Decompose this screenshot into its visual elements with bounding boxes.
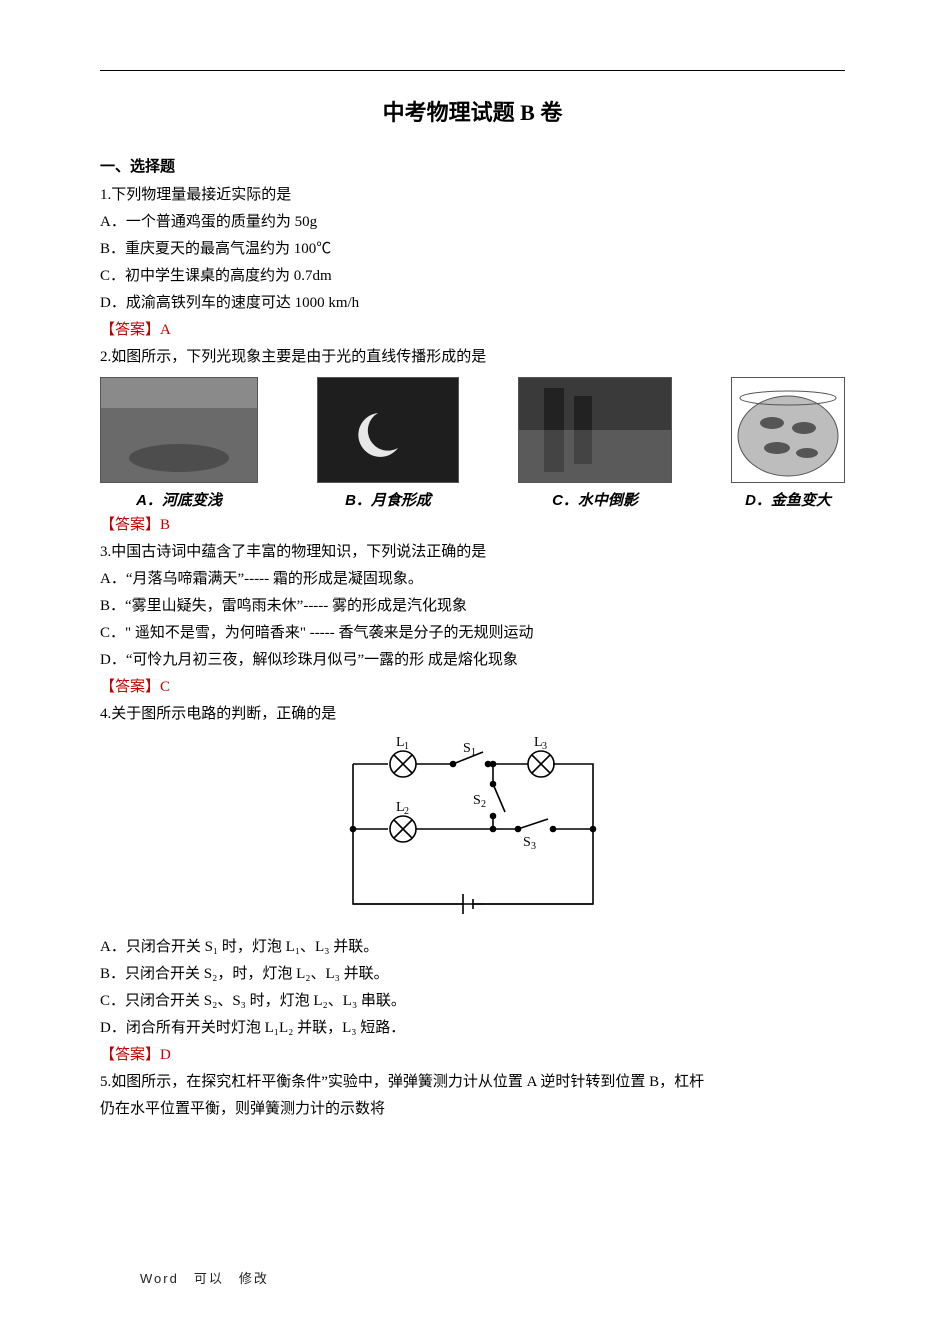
circuit-label-s1: S	[463, 741, 471, 756]
q2-stem: 2.如图所示，下列光现象主要是由于光的直线传播形成的是	[100, 344, 845, 371]
q4-option-d: D．闭合所有开关时灯泡 L₁L₂ 并联，L₃ 短路．	[100, 1015, 845, 1042]
svg-text:3: 3	[531, 841, 536, 852]
circuit-label-s2: S	[473, 793, 481, 808]
q2-image-row: A．河底变浅 B．月食形成 C．水中倒影	[100, 377, 845, 510]
q2-answer-label: 【答案】	[100, 517, 160, 533]
circuit-label-s3: S	[523, 835, 531, 850]
q1-option-b: B．重庆夏天的最高气温约为 100℃	[100, 236, 845, 263]
q3-option-a: A．“月落乌啼霜满天”----- 霜的形成是凝固现象。	[100, 566, 845, 593]
q4-option-b: B．只闭合开关 S₂，时，灯泡 L₂、L₃ 并联。	[100, 961, 845, 988]
q3-answer-label: 【答案】	[100, 679, 160, 695]
q2-option-c-cell: C．水中倒影	[518, 377, 672, 510]
q2-caption-d: D．金鱼变大	[745, 489, 831, 510]
q1-option-a: A．一个普通鸡蛋的质量约为 50g	[100, 209, 845, 236]
q1-answer: 【答案】A	[100, 317, 845, 344]
q4-stem: 4.关于图所示电路的判断，正确的是	[100, 701, 845, 728]
q3-stem: 3.中国古诗词中蕴含了丰富的物理知识，下列说法正确的是	[100, 539, 845, 566]
q3-option-c: C．" 遥知不是雪，为何暗香来" ----- 香气袭来是分子的无规则运动	[100, 620, 845, 647]
q1-option-c: C．初中学生课桌的高度约为 0.7dm	[100, 263, 845, 290]
q4-option-a: A．只闭合开关 S₁ 时，灯泡 L₁、L₃ 并联。	[100, 934, 845, 961]
q2-caption-c: C．水中倒影	[552, 489, 638, 510]
q4-circuit-wrap: L 1 L 3 L 2 S 1 S 2 S 3	[100, 734, 845, 924]
svg-text:2: 2	[404, 806, 409, 817]
section-1-heading: 一、选择题	[100, 155, 845, 176]
q3-option-d: D．“可怜九月初三夜，解似珍珠月似弓”一露的形 成是熔化现象	[100, 647, 845, 674]
q2-answer: 【答案】B	[100, 512, 845, 539]
q4-option-c: C．只闭合开关 S₂、S₃ 时，灯泡 L₂、L₃ 串联。	[100, 988, 845, 1015]
svg-text:1: 1	[404, 741, 409, 752]
q4-answer: 【答案】D	[100, 1042, 845, 1069]
q2-image-c	[518, 377, 672, 483]
footer-text: Word 可以 修改	[140, 1268, 269, 1287]
q4-answer-label: 【答案】	[100, 1047, 160, 1063]
q2-option-d-cell: D．金鱼变大	[731, 377, 845, 510]
q2-image-b	[317, 377, 459, 483]
svg-text:2: 2	[481, 799, 486, 810]
q3-option-b: B．“雾里山疑失，雷鸣雨未休”----- 雾的形成是汽化现象	[100, 593, 845, 620]
q1-answer-letter: A	[160, 322, 171, 338]
q5-stem-line-2: 仍在水平位置平衡，则弹簧测力计的示数将	[100, 1096, 845, 1123]
svg-text:3: 3	[542, 741, 547, 752]
q2-option-a-cell: A．河底变浅	[100, 377, 258, 510]
exam-page: 中考物理试题 B 卷 一、选择题 1.下列物理量最接近实际的是 A．一个普通鸡蛋…	[0, 0, 945, 1337]
q1-option-d: D．成渝高铁列车的速度可达 1000 km/h	[100, 290, 845, 317]
svg-text:1: 1	[471, 747, 476, 758]
q2-option-b-cell: B．月食形成	[317, 377, 459, 510]
q3-answer: 【答案】C	[100, 674, 845, 701]
q1-answer-label: 【答案】	[100, 322, 160, 338]
q2-caption-b: B．月食形成	[345, 489, 431, 510]
exam-title: 中考物理试题 B 卷	[100, 95, 845, 127]
top-rule	[100, 70, 845, 71]
q2-caption-a: A．河底变浅	[136, 489, 222, 510]
q4-answer-letter: D	[160, 1047, 171, 1063]
q2-image-d	[731, 377, 845, 483]
q4-circuit-diagram: L 1 L 3 L 2 S 1 S 2 S 3	[323, 734, 623, 924]
q5-stem-line-1: 5.如图所示，在探究杠杆平衡条件”实验中，弹弹簧测力计从位置 A 逆时针转到位置…	[100, 1069, 845, 1096]
q1-stem: 1.下列物理量最接近实际的是	[100, 182, 845, 209]
q3-answer-letter: C	[160, 679, 170, 695]
q2-image-a	[100, 377, 258, 483]
q2-answer-letter: B	[160, 517, 170, 533]
